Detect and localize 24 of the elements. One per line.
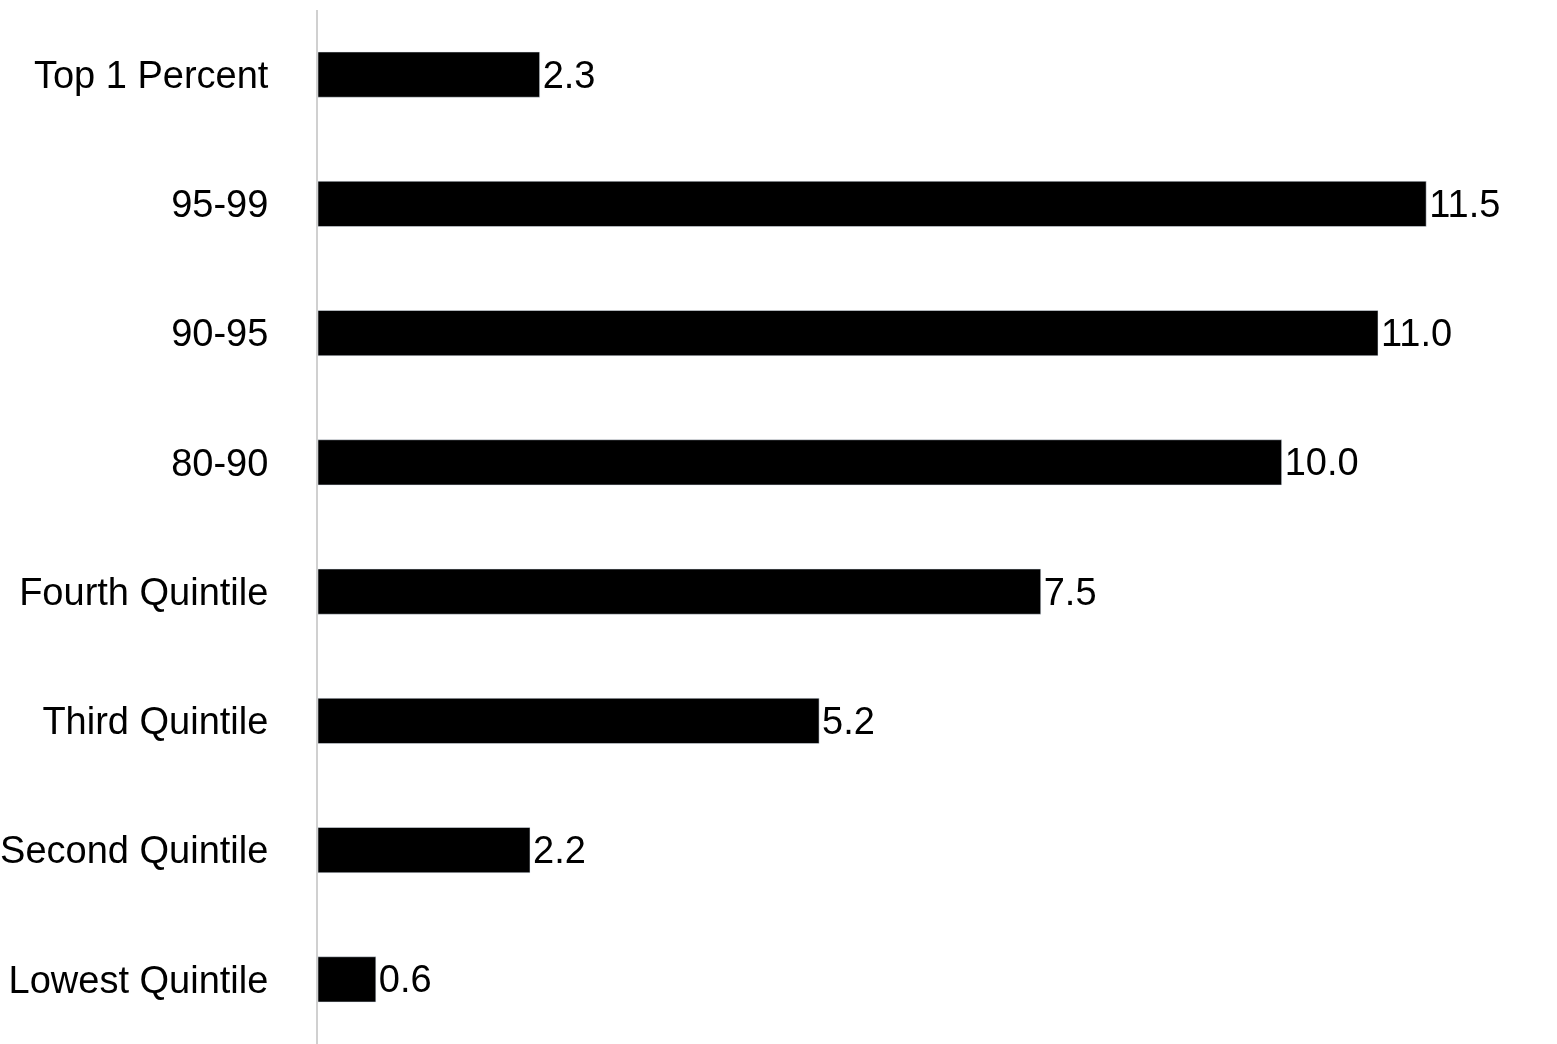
bar xyxy=(318,827,531,873)
data-label: 0.6 xyxy=(378,958,432,1001)
bar xyxy=(318,51,540,98)
y-tick-label: 80-90 xyxy=(171,441,269,484)
y-tick-label: Third Quintile xyxy=(42,700,269,743)
bar xyxy=(318,181,1427,227)
y-tick-label: Top 1 Percent xyxy=(33,53,269,96)
data-label: 7.5 xyxy=(1043,570,1097,613)
data-label: 10.0 xyxy=(1284,441,1359,484)
data-label: 5.2 xyxy=(822,699,875,742)
bar xyxy=(318,698,820,744)
data-label: 2.2 xyxy=(533,829,586,872)
bar xyxy=(318,956,377,1003)
data-label: 11.0 xyxy=(1381,312,1453,355)
y-tick-label: 95-99 xyxy=(171,183,269,226)
data-label: 2.3 xyxy=(542,53,596,96)
y-tick-label: Fourth Quintile xyxy=(19,570,269,613)
y-tick-label: Lowest Quintile xyxy=(8,958,269,1001)
bar xyxy=(318,568,1041,615)
y-tick-label: Second Quintile xyxy=(0,829,269,872)
data-label: 11.5 xyxy=(1429,182,1501,225)
bar xyxy=(318,439,1282,486)
y-tick-label: 90-95 xyxy=(171,312,269,355)
bar xyxy=(318,310,1379,356)
